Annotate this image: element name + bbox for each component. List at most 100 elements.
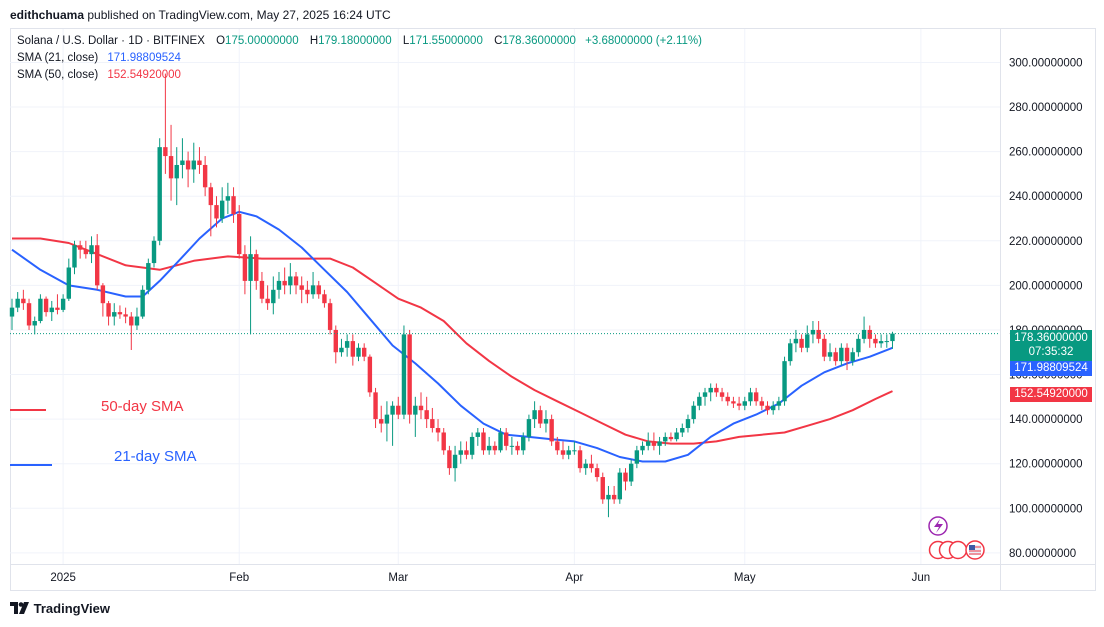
candle — [316, 280, 321, 299]
candle-body — [282, 280, 287, 286]
candle-body — [776, 401, 782, 406]
candle-body — [805, 334, 810, 348]
candle — [21, 289, 26, 310]
candle-body — [640, 445, 645, 451]
candle-body — [850, 352, 855, 362]
candle-body — [543, 419, 549, 424]
candle — [151, 236, 157, 268]
economic-events-flag-icons[interactable] — [928, 540, 985, 560]
candle — [339, 338, 344, 357]
candle — [401, 325, 407, 420]
candle-body — [174, 164, 179, 179]
candle-body — [407, 334, 412, 415]
candle — [719, 387, 725, 402]
bar-countdown: 07:35:32 — [1028, 346, 1074, 358]
sma50-legend[interactable]: SMA (50, close) 152.54920000 — [17, 69, 181, 81]
candle — [560, 441, 566, 460]
candle — [606, 485, 611, 518]
candle — [640, 441, 645, 455]
sma21-legend[interactable]: SMA (21, close) 171.98809524 — [17, 52, 181, 64]
candle-body — [242, 254, 248, 281]
candle — [191, 142, 196, 183]
candle-body — [112, 312, 117, 317]
candle — [117, 305, 123, 319]
news-event-icon[interactable] — [928, 516, 948, 536]
candle-body — [38, 298, 43, 322]
candle — [123, 307, 128, 324]
price-tick-label: 140.00000000 — [1009, 414, 1083, 426]
candle-body — [248, 254, 253, 281]
candle — [509, 436, 515, 455]
candle — [242, 245, 248, 295]
candle-body — [322, 294, 327, 304]
candle-body — [435, 428, 441, 433]
candle — [504, 428, 509, 451]
candle — [271, 276, 276, 315]
candle-body — [458, 450, 463, 455]
candle — [447, 445, 452, 475]
candle-body — [237, 214, 242, 255]
open-value: 175.00000000 — [225, 35, 299, 47]
candle-body — [651, 441, 657, 446]
candle — [646, 432, 651, 451]
candle-body — [742, 401, 747, 406]
candle-body — [765, 405, 770, 411]
candle-body — [526, 419, 532, 437]
candle-body — [83, 249, 89, 255]
candle — [788, 338, 793, 366]
candle-body — [589, 463, 594, 469]
price-tick-label: 80.00000000 — [1009, 548, 1076, 560]
close-label: C — [494, 35, 503, 47]
price-tick-label: 300.00000000 — [1009, 57, 1083, 69]
candle — [736, 396, 742, 411]
candle-body — [219, 200, 225, 219]
candle — [861, 316, 867, 344]
candle — [100, 283, 106, 317]
candle-body — [657, 441, 662, 446]
candle — [282, 267, 287, 295]
tradingview-footer[interactable]: TradingView — [10, 601, 110, 616]
candle — [134, 307, 140, 330]
candle — [15, 292, 20, 313]
candle-body — [714, 387, 719, 393]
candle — [844, 343, 850, 371]
candle-body — [515, 445, 520, 451]
candle — [396, 396, 401, 420]
candle — [617, 468, 623, 504]
candle-body — [32, 321, 37, 326]
candle-body — [782, 361, 787, 402]
candle-body — [384, 414, 390, 424]
candle — [185, 151, 191, 188]
candle — [66, 258, 72, 301]
candle-body — [379, 419, 384, 424]
candle-body — [793, 338, 799, 344]
sma50-value: 152.54920000 — [107, 69, 181, 81]
candle — [344, 334, 350, 357]
candle-body — [225, 196, 231, 201]
candle-body — [680, 428, 685, 433]
price-tick-label: 220.00000000 — [1009, 236, 1083, 248]
candle — [77, 240, 83, 259]
candle-body — [685, 419, 691, 429]
author-name[interactable]: edithchuama — [10, 8, 85, 22]
candle-body — [663, 436, 668, 442]
symbol-title[interactable]: Solana / U.S. Dollar · 1D · BITFINEX — [17, 35, 205, 47]
price-scale: 80.00000000 100.00000000 120.00000000 140.0… — [1009, 57, 1083, 559]
candle-body — [646, 441, 651, 446]
candles — [9, 73, 895, 518]
candle-body — [748, 392, 753, 402]
candle — [816, 321, 821, 344]
candle — [469, 432, 475, 460]
candle — [651, 432, 657, 451]
candle-body — [123, 314, 128, 317]
candle-body — [310, 285, 316, 295]
candle — [793, 329, 799, 353]
candle — [867, 325, 872, 348]
candle — [742, 396, 747, 411]
candle — [288, 263, 293, 295]
candle-body — [668, 436, 674, 440]
candle — [668, 432, 674, 442]
candle-body — [344, 341, 350, 348]
candle — [259, 271, 265, 304]
